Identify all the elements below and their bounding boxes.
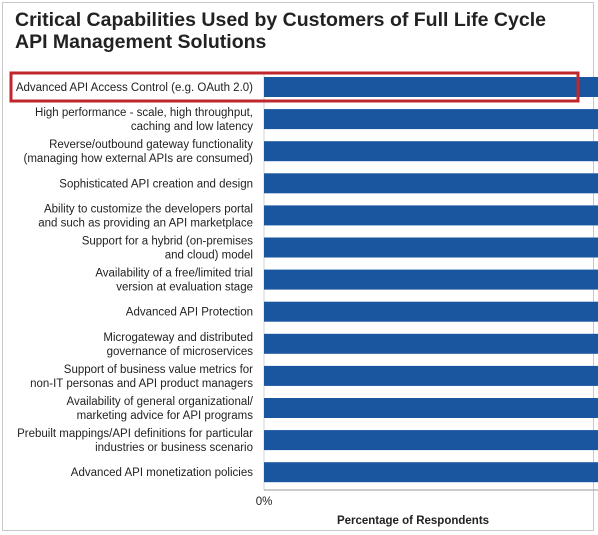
category-label-line: Prebuilt mappings/API definitions for pa… bbox=[17, 428, 253, 440]
category-label: Availability of general organizational/m… bbox=[67, 396, 254, 422]
x-axis-title: Percentage of Respondents bbox=[337, 515, 489, 527]
category-label: Advanced API Access Control (e.g. OAuth … bbox=[16, 82, 253, 94]
category-label-line: version at evaluation stage bbox=[116, 282, 253, 294]
category-label-line: Advanced API Protection bbox=[126, 307, 253, 319]
category-label-line: High performance - scale, high throughpu… bbox=[35, 107, 253, 119]
category-label-line: Advanced API Access Control (e.g. OAuth … bbox=[16, 82, 253, 94]
category-label: Sophisticated API creation and design bbox=[59, 178, 253, 190]
bar bbox=[264, 398, 598, 418]
bar bbox=[264, 365, 598, 386]
highlight-box bbox=[9, 71, 580, 103]
category-label-line: industries or business scenario bbox=[95, 442, 253, 454]
category-label: Advanced API monetization policies bbox=[71, 467, 253, 479]
bar bbox=[264, 109, 598, 130]
category-label: Microgateway and distributed governance o… bbox=[103, 332, 253, 358]
chart-title: Critical Capabilities Used by Customers … bbox=[15, 9, 546, 53]
category-label: Availability of a free/limited trial vers… bbox=[95, 268, 253, 294]
bar bbox=[264, 205, 598, 226]
category-label: Advanced API Protection bbox=[126, 307, 253, 319]
category-label-line: (managing how external APIs are consumed… bbox=[24, 153, 254, 165]
category-label-line: caching and low latency bbox=[131, 121, 253, 133]
bar bbox=[264, 333, 598, 354]
category-label-line: non-IT personas and API product managers bbox=[30, 378, 253, 390]
category-label-line: Reverse/outbound gateway functionality bbox=[49, 139, 253, 151]
category-label: Ability to customize the developers port… bbox=[38, 203, 253, 229]
bar bbox=[264, 173, 598, 194]
bar bbox=[264, 462, 598, 483]
category-label: Support of business value metrics for non… bbox=[30, 364, 253, 390]
category-label-line: governance of microservices bbox=[107, 346, 254, 358]
category-label-line: Availability of a free/limited trial bbox=[95, 268, 253, 280]
bar bbox=[264, 301, 598, 322]
x-tick-label: 0% bbox=[256, 496, 273, 508]
bar bbox=[264, 77, 598, 97]
category-label-line: marketing advice for API programs bbox=[77, 410, 254, 422]
category-label: High performance - scale, high throughpu… bbox=[35, 107, 253, 133]
category-label: Prebuilt mappings/API definitions for pa… bbox=[17, 428, 253, 454]
category-label-line: Support of business value metrics for bbox=[64, 364, 253, 376]
bar bbox=[264, 430, 598, 451]
category-label-line: Support for a hybrid (on-premises bbox=[82, 236, 254, 248]
category-label: Support for a hybrid (on-premises and clo… bbox=[82, 236, 254, 262]
category-label: Reverse/outbound gateway functionality (m… bbox=[24, 139, 254, 165]
bar bbox=[264, 237, 598, 258]
category-label-line: Microgateway and distributed bbox=[103, 332, 253, 344]
category-label-line: and cloud) model bbox=[165, 250, 253, 262]
bar bbox=[264, 141, 598, 162]
category-label-line: and such as providing an API marketplace bbox=[38, 217, 253, 229]
category-label-line: Availability of general organizational/ bbox=[67, 396, 254, 408]
category-label-line: Sophisticated API creation and design bbox=[59, 178, 253, 190]
category-label-line: Advanced API monetization policies bbox=[71, 467, 253, 479]
bar bbox=[264, 269, 598, 290]
category-label-line: Ability to customize the developers port… bbox=[44, 203, 253, 215]
